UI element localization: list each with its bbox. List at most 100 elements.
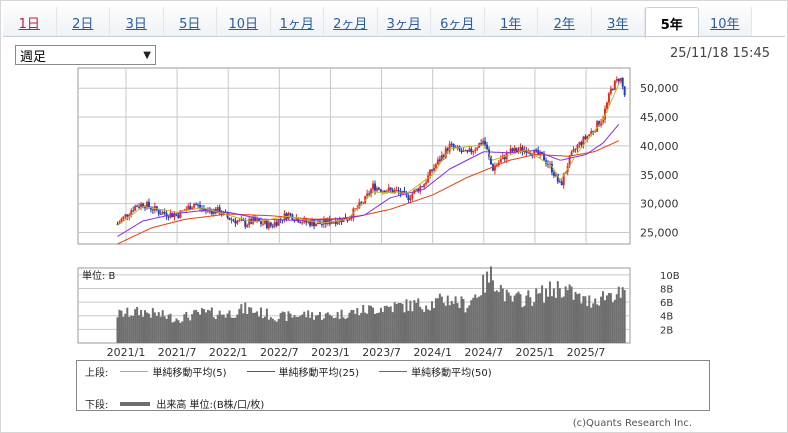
volume-bar-238 <box>584 296 587 343</box>
tab-9[interactable]: 6ヶ月 <box>431 7 485 37</box>
volume-bar-197 <box>503 301 506 343</box>
volume-bar-196 <box>501 288 504 343</box>
volume-bar-51 <box>216 314 219 343</box>
candle-body-101 <box>315 224 318 227</box>
x-tick-label-1: 2021/7 <box>158 346 197 359</box>
tab-2[interactable]: 2日 <box>56 7 110 37</box>
tab-10[interactable]: 1年 <box>484 7 538 37</box>
volume-bar-185 <box>480 295 483 343</box>
volume-bar-19 <box>153 312 156 343</box>
candle-body-139 <box>389 187 392 190</box>
candle-body-258 <box>623 86 626 96</box>
volume-bar-33 <box>181 321 184 343</box>
volume-bar-166 <box>442 303 445 343</box>
volume-bar-127 <box>366 313 369 343</box>
candle-body-237 <box>582 136 585 145</box>
volume-bar-257 <box>621 287 624 343</box>
volume-bar-118 <box>348 312 351 343</box>
candle-body-70 <box>254 217 257 221</box>
legend-swatch-ma5 <box>120 371 149 372</box>
volume-bar-168 <box>446 295 449 343</box>
tab-6[interactable]: 1ヶ月 <box>270 7 324 37</box>
candle-body-159 <box>429 169 432 176</box>
tab-11[interactable]: 2年 <box>538 7 592 37</box>
legend-item-ma25: 単純移動平均(25) <box>246 364 359 379</box>
volume-bar-149 <box>409 300 412 343</box>
volume-bar-245 <box>598 305 601 343</box>
volume-bar-45 <box>204 312 207 343</box>
volume-bar-94 <box>301 314 304 343</box>
candle-body-23 <box>161 212 164 215</box>
candle-body-79 <box>271 225 274 227</box>
volume-bar-177 <box>464 312 467 343</box>
candle-body-71 <box>256 219 259 221</box>
volume-bar-227 <box>562 296 565 343</box>
candle-body-150 <box>411 193 414 199</box>
volume-bar-252 <box>611 302 614 343</box>
tab-7[interactable]: 2ヶ月 <box>324 7 378 37</box>
legend-label-ma50: 単純移動平均(50) <box>411 368 492 379</box>
candle-body-164 <box>438 159 441 162</box>
candle-body-94 <box>301 222 304 224</box>
volume-bar-125 <box>362 304 365 343</box>
volume-bar-30 <box>175 318 178 343</box>
tab-8[interactable]: 3ヶ月 <box>377 7 431 37</box>
volume-bar-229 <box>566 290 569 343</box>
tab-12[interactable]: 3年 <box>591 7 645 37</box>
candle-body-15 <box>145 201 148 209</box>
period-select[interactable]: 週足 ▼ <box>15 45 156 65</box>
volume-bar-25 <box>165 318 168 343</box>
candle-body-222 <box>552 172 555 176</box>
candle-body-210 <box>529 152 532 155</box>
candle-body-240 <box>588 134 591 136</box>
volume-bar-55 <box>224 317 227 343</box>
volume-bar-150 <box>411 311 414 343</box>
candle-body-236 <box>580 142 583 145</box>
volume-bar-39 <box>193 310 196 343</box>
volume-bar-142 <box>395 304 398 343</box>
candle-body-4 <box>124 214 127 217</box>
volume-bar-244 <box>596 304 599 343</box>
volume-bar-132 <box>375 313 378 343</box>
volume-bar-134 <box>379 307 382 343</box>
legend-item-ma5: 単純移動平均(5) <box>120 364 227 379</box>
tab-1[interactable]: 1日 <box>3 7 57 37</box>
candle-body-127 <box>366 193 369 196</box>
candle-body-118 <box>348 218 351 221</box>
volume-bar-135 <box>381 312 384 343</box>
candle-body-44 <box>202 208 205 210</box>
candle-body-142 <box>395 190 398 192</box>
volume-bar-20 <box>155 316 158 343</box>
candle-body-173 <box>456 146 459 148</box>
volume-bar-158 <box>427 309 430 343</box>
volume-bar-80 <box>273 320 276 343</box>
volume-bar-241 <box>590 307 593 343</box>
tab-3[interactable]: 3日 <box>110 7 164 37</box>
candle-body-62 <box>238 219 241 221</box>
candle-body-257 <box>621 77 624 87</box>
tab-14[interactable]: 10年 <box>698 7 752 37</box>
volume-bar-10 <box>136 307 139 343</box>
candle-body-148 <box>407 195 410 200</box>
candle-body-244 <box>596 121 599 132</box>
candle-body-24 <box>163 212 166 214</box>
candle-body-74 <box>261 223 264 225</box>
volume-bar-148 <box>407 310 410 343</box>
candle-body-146 <box>403 190 406 193</box>
volume-bar-105 <box>322 318 325 343</box>
candle-body-183 <box>476 147 479 150</box>
candle-body-200 <box>509 148 512 153</box>
candle-body-3 <box>122 216 125 220</box>
volume-bar-249 <box>605 295 608 343</box>
volume-unit-label: 単位: B <box>82 269 116 282</box>
candle-body-134 <box>379 189 382 192</box>
tab-13[interactable]: 5年 <box>645 7 699 38</box>
volume-bar-120 <box>352 310 355 343</box>
candle-body-22 <box>159 213 162 215</box>
tab-4[interactable]: 5日 <box>163 7 217 37</box>
candle-body-141 <box>393 190 396 194</box>
tab-5[interactable]: 10日 <box>217 7 271 37</box>
volume-bar-108 <box>328 314 331 343</box>
candle-body-171 <box>452 144 455 148</box>
candle-body-188 <box>486 144 489 150</box>
